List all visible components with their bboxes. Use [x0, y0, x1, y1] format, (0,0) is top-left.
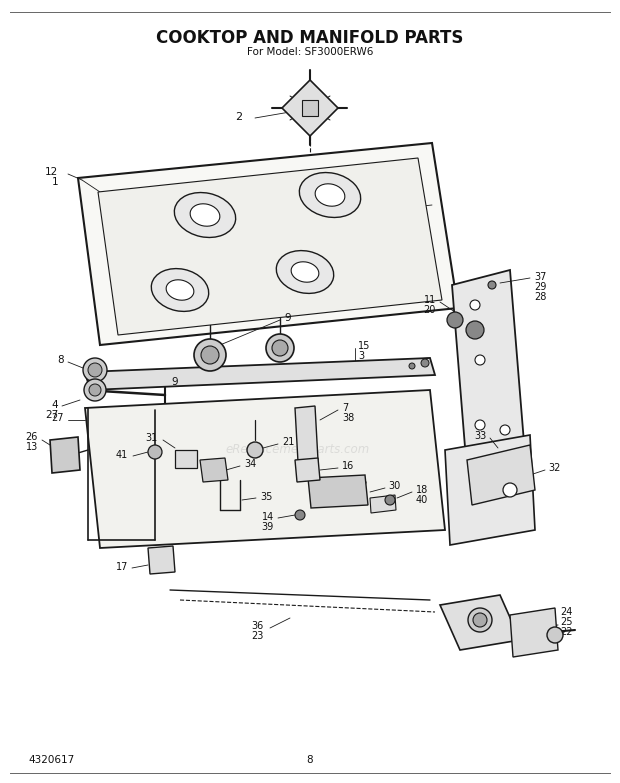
- Text: 14: 14: [262, 512, 274, 522]
- Polygon shape: [445, 435, 535, 545]
- Circle shape: [475, 420, 485, 430]
- Bar: [175, 450, 197, 468]
- Text: 33: 33: [475, 431, 487, 441]
- Polygon shape: [467, 445, 535, 505]
- Text: 38: 38: [342, 413, 354, 423]
- Ellipse shape: [315, 184, 345, 206]
- Text: 31: 31: [146, 433, 158, 443]
- Polygon shape: [452, 270, 525, 472]
- Text: 8: 8: [58, 355, 64, 365]
- Ellipse shape: [299, 172, 361, 218]
- Text: 29: 29: [534, 282, 546, 292]
- Circle shape: [409, 363, 415, 369]
- Circle shape: [475, 355, 485, 365]
- Circle shape: [447, 312, 463, 328]
- Circle shape: [470, 300, 480, 310]
- Polygon shape: [282, 80, 338, 136]
- Circle shape: [83, 358, 107, 382]
- Text: 34: 34: [244, 459, 256, 469]
- Text: 30: 30: [388, 481, 401, 491]
- Text: 9: 9: [171, 377, 178, 387]
- Text: 27: 27: [51, 413, 64, 423]
- Text: 40: 40: [416, 495, 428, 505]
- Polygon shape: [440, 595, 520, 650]
- Circle shape: [488, 281, 496, 289]
- Polygon shape: [295, 406, 318, 462]
- Text: 22: 22: [560, 627, 572, 637]
- Ellipse shape: [166, 280, 194, 300]
- Text: 27: 27: [45, 410, 58, 420]
- Text: 20: 20: [423, 305, 436, 315]
- Text: 15: 15: [358, 341, 370, 351]
- Polygon shape: [98, 158, 442, 335]
- Ellipse shape: [190, 204, 220, 226]
- Polygon shape: [370, 495, 396, 513]
- Circle shape: [466, 321, 484, 339]
- Text: 36: 36: [252, 621, 264, 631]
- Circle shape: [473, 613, 487, 627]
- Circle shape: [272, 340, 288, 356]
- Polygon shape: [85, 358, 435, 390]
- Circle shape: [468, 608, 492, 632]
- Text: 16: 16: [342, 461, 354, 471]
- Polygon shape: [295, 458, 320, 482]
- Text: 41: 41: [116, 450, 128, 460]
- Circle shape: [148, 445, 162, 459]
- Ellipse shape: [151, 269, 209, 312]
- Text: 21: 21: [282, 437, 294, 447]
- Circle shape: [266, 334, 294, 362]
- Polygon shape: [85, 390, 445, 548]
- Circle shape: [201, 346, 219, 364]
- Text: 25: 25: [560, 617, 572, 627]
- Circle shape: [385, 495, 395, 505]
- Text: For Model: SF3000ERW6: For Model: SF3000ERW6: [247, 47, 373, 57]
- Text: 2: 2: [235, 112, 242, 122]
- Text: 17: 17: [115, 562, 128, 572]
- Polygon shape: [308, 475, 368, 508]
- Circle shape: [194, 339, 226, 371]
- Circle shape: [247, 442, 263, 458]
- Text: 26: 26: [25, 432, 38, 442]
- Circle shape: [503, 483, 517, 497]
- Text: 39: 39: [262, 522, 274, 532]
- Text: 8: 8: [307, 755, 313, 765]
- Polygon shape: [78, 143, 458, 345]
- Circle shape: [547, 627, 563, 643]
- Text: 18: 18: [416, 485, 428, 495]
- Text: 32: 32: [548, 463, 560, 473]
- Text: COOKTOP AND MANIFOLD PARTS: COOKTOP AND MANIFOLD PARTS: [156, 29, 464, 47]
- Circle shape: [89, 384, 101, 396]
- Ellipse shape: [174, 193, 236, 237]
- Circle shape: [295, 510, 305, 520]
- Circle shape: [421, 359, 429, 367]
- Text: 35: 35: [260, 492, 272, 502]
- Polygon shape: [50, 437, 80, 473]
- Text: 3: 3: [358, 351, 364, 361]
- Polygon shape: [510, 608, 558, 657]
- Text: 11: 11: [423, 295, 436, 305]
- Text: 24: 24: [560, 607, 572, 617]
- Circle shape: [88, 363, 102, 377]
- Text: 13: 13: [26, 442, 38, 452]
- Polygon shape: [148, 546, 175, 574]
- Text: 28: 28: [534, 292, 546, 302]
- Polygon shape: [200, 458, 228, 482]
- Text: 9: 9: [284, 313, 291, 323]
- Text: 23: 23: [252, 631, 264, 641]
- Circle shape: [500, 425, 510, 435]
- Ellipse shape: [291, 262, 319, 282]
- Text: 4: 4: [51, 400, 58, 410]
- Text: 4320617: 4320617: [28, 755, 74, 765]
- Text: eReplacementParts.com: eReplacementParts.com: [226, 443, 370, 456]
- Text: 12: 12: [45, 167, 58, 177]
- Text: 7: 7: [342, 403, 348, 413]
- Polygon shape: [302, 100, 318, 116]
- Text: 37: 37: [534, 272, 546, 282]
- Text: 1: 1: [51, 177, 58, 187]
- Ellipse shape: [277, 251, 334, 294]
- Circle shape: [84, 379, 106, 401]
